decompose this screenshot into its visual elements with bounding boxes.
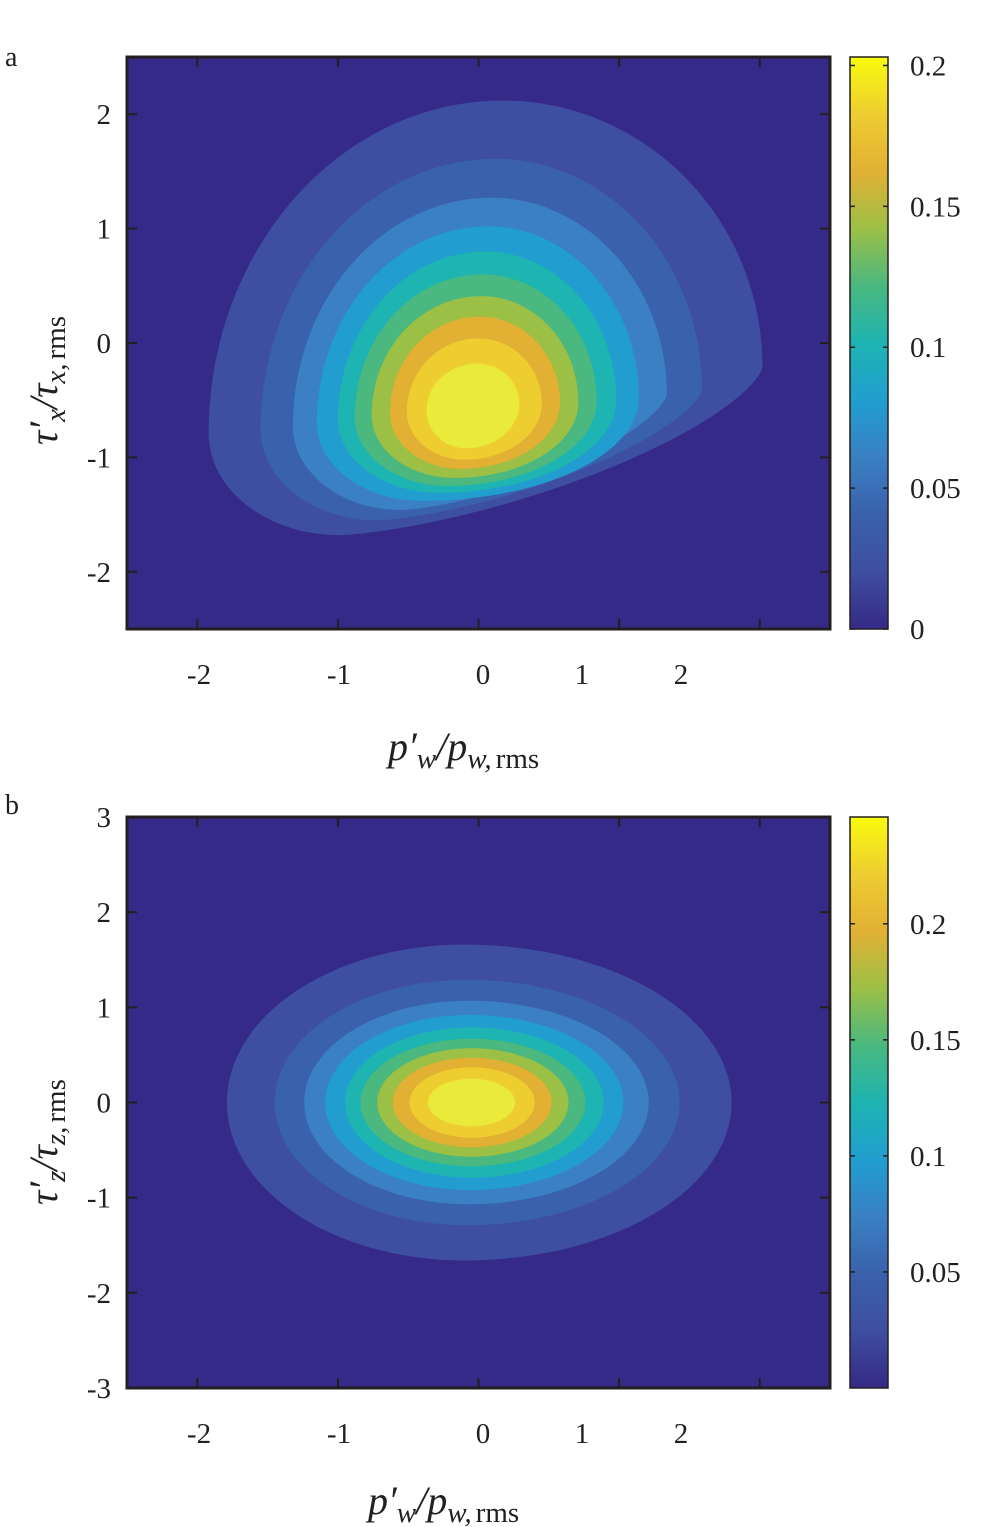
x-axis-label: p′w/pw, rms	[385, 724, 539, 775]
svg-text:p′w/pw,rms: p′w/pw, rms	[365, 1478, 519, 1527]
x-axis-label: p′w/pw, rms	[365, 1478, 519, 1527]
svg-text:τ′x/τx,rms: τ′x/τx,rms	[21, 316, 72, 445]
panel-label: a	[5, 42, 18, 73]
x-tick-label: 1	[575, 659, 590, 691]
colorbar	[849, 56, 889, 630]
colorbar-tick-label: 0.05	[910, 473, 961, 505]
panel-b: b p′w/pw, rms τ′z/τz,rms -2 -1 0 1 2 3 2 1 0 -1 -2 -…	[5, 790, 961, 1527]
filled-contours	[226, 944, 732, 1261]
x-tick-label: -1	[327, 1418, 351, 1450]
colorbar-tick-label: 0.05	[910, 1257, 961, 1289]
x-tick-label: 0	[476, 1418, 491, 1450]
y-tick-label: 1	[97, 214, 112, 246]
x-tick-label: 2	[674, 1418, 689, 1450]
y-tick-label: -2	[87, 1278, 111, 1310]
y-tick-label: 0	[97, 1088, 112, 1120]
panel-label: b	[5, 790, 19, 821]
colorbar-tick-label: 0.15	[910, 1025, 961, 1057]
y-tick-label: 3	[97, 802, 112, 834]
y-tick-label: 1	[97, 992, 112, 1024]
y-axis-label: τ′x/τx,rms	[21, 316, 72, 445]
contour-level-10	[426, 363, 520, 449]
x-tick-label: -1	[327, 659, 351, 691]
contour-level-10	[427, 1078, 516, 1127]
y-tick-label: 0	[97, 328, 112, 360]
y-tick-label: -3	[87, 1373, 111, 1405]
colorbar-tick-label: 0	[910, 614, 925, 646]
svg-text:p′w/pw,rms: p′w/pw, rms	[385, 724, 539, 775]
filled-contours	[208, 100, 763, 536]
x-tick-label: 1	[575, 1418, 590, 1450]
y-tick-label: -1	[87, 442, 111, 474]
colorbar-tick-label: 0.1	[910, 1141, 946, 1173]
colorbar	[849, 816, 889, 1389]
y-tick-label: -2	[87, 557, 111, 589]
x-tick-label: 2	[674, 659, 689, 691]
y-tick-label: -1	[87, 1183, 111, 1215]
colorbar-tick-label: 0.2	[910, 909, 946, 941]
panel-a: a p′w/pw, rms τ′x/τx,rms -2 -1 0 1 2 2 1 0 -1 -2 0 0…	[5, 42, 961, 775]
y-tick-label: 2	[97, 897, 112, 929]
y-tick-label: 2	[97, 99, 112, 131]
x-tick-label: -2	[187, 1418, 211, 1450]
x-tick-label: 0	[476, 659, 491, 691]
colorbar-tick-label: 0.1	[910, 332, 946, 364]
svg-text:τ′z/τz,rms: τ′z/τz,rms	[21, 1079, 72, 1205]
x-tick-label: -2	[187, 659, 211, 691]
colorbar-tick-label: 0.15	[910, 191, 961, 223]
y-axis-label: τ′z/τz,rms	[21, 1079, 72, 1205]
colorbar-tick-label: 0.2	[910, 50, 946, 82]
